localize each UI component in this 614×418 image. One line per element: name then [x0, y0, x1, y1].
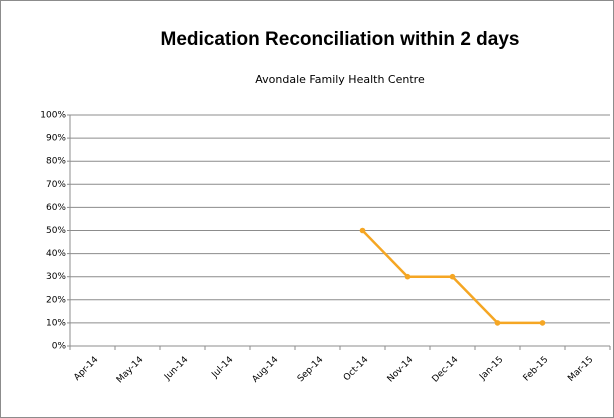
- y-tick-label: 40%: [46, 249, 66, 259]
- y-tick-label: 60%: [46, 203, 66, 213]
- y-tick-label: 90%: [46, 134, 66, 144]
- y-tick-label: 80%: [46, 157, 66, 167]
- y-tick-label: 30%: [46, 272, 66, 282]
- data-point: [539, 320, 546, 326]
- y-tick-label: 10%: [46, 318, 66, 328]
- data-point: [449, 273, 456, 280]
- y-tick-label: 50%: [46, 226, 66, 236]
- y-tick-label: 70%: [46, 180, 66, 190]
- chart-subtitle: Avondale Family Health Centre: [255, 73, 425, 86]
- data-point: [404, 273, 411, 280]
- y-tick-label: 0%: [52, 342, 67, 352]
- data-point: [494, 320, 501, 326]
- data-point: [359, 227, 366, 234]
- chart-title: Medication Reconciliation within 2 days: [161, 29, 520, 50]
- y-tick-label: 20%: [46, 295, 66, 305]
- y-tick-label: 100%: [40, 111, 66, 121]
